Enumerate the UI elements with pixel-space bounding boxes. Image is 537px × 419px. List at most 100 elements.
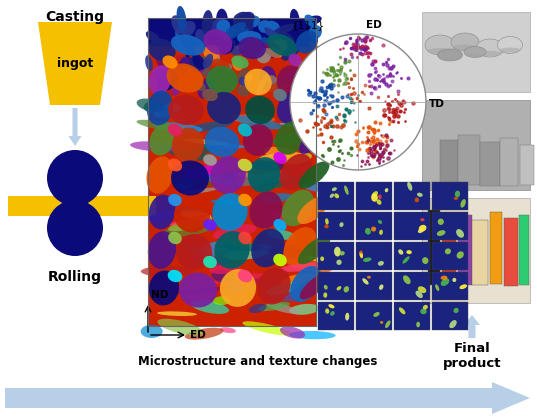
- Ellipse shape: [154, 103, 181, 118]
- Ellipse shape: [238, 232, 252, 244]
- Ellipse shape: [162, 144, 209, 160]
- Ellipse shape: [362, 278, 368, 285]
- Bar: [148, 18, 316, 46]
- Ellipse shape: [439, 57, 461, 60]
- Ellipse shape: [298, 61, 320, 72]
- Circle shape: [290, 34, 426, 170]
- Ellipse shape: [243, 28, 263, 48]
- Ellipse shape: [300, 273, 330, 299]
- Ellipse shape: [165, 206, 191, 214]
- Ellipse shape: [198, 78, 215, 99]
- Ellipse shape: [209, 265, 241, 274]
- Ellipse shape: [379, 285, 383, 290]
- Ellipse shape: [407, 250, 412, 254]
- Ellipse shape: [273, 254, 287, 266]
- Bar: [519, 215, 529, 285]
- Ellipse shape: [280, 154, 312, 190]
- FancyArrow shape: [69, 108, 82, 146]
- Ellipse shape: [416, 322, 420, 327]
- Bar: [8, 196, 156, 216]
- Ellipse shape: [258, 37, 270, 51]
- Ellipse shape: [258, 20, 272, 33]
- Bar: [356, 242, 392, 270]
- Ellipse shape: [255, 50, 269, 62]
- Ellipse shape: [207, 92, 241, 124]
- Ellipse shape: [210, 156, 246, 194]
- Ellipse shape: [244, 69, 272, 95]
- Ellipse shape: [402, 256, 410, 264]
- Ellipse shape: [203, 256, 217, 268]
- Ellipse shape: [291, 266, 322, 302]
- Ellipse shape: [418, 286, 426, 293]
- Ellipse shape: [302, 181, 328, 192]
- Ellipse shape: [417, 193, 423, 197]
- Ellipse shape: [141, 266, 193, 277]
- Ellipse shape: [272, 23, 295, 36]
- Ellipse shape: [267, 230, 295, 240]
- Bar: [148, 18, 316, 326]
- Ellipse shape: [359, 251, 363, 258]
- Ellipse shape: [202, 10, 213, 36]
- Ellipse shape: [304, 15, 316, 27]
- Bar: [148, 18, 316, 326]
- Ellipse shape: [130, 141, 182, 152]
- Bar: [432, 242, 468, 270]
- Ellipse shape: [177, 6, 186, 32]
- Ellipse shape: [266, 211, 297, 221]
- Ellipse shape: [277, 65, 303, 95]
- Ellipse shape: [365, 228, 371, 235]
- Bar: [356, 272, 392, 300]
- Bar: [422, 100, 530, 190]
- Bar: [318, 302, 354, 330]
- Ellipse shape: [337, 286, 342, 290]
- Text: ND: ND: [151, 290, 169, 300]
- Ellipse shape: [418, 228, 424, 233]
- Ellipse shape: [359, 251, 362, 253]
- Text: Final
product: Final product: [442, 342, 501, 370]
- Ellipse shape: [323, 292, 327, 298]
- Bar: [458, 215, 472, 285]
- Ellipse shape: [273, 21, 285, 40]
- Ellipse shape: [334, 247, 340, 256]
- Ellipse shape: [378, 194, 382, 199]
- Ellipse shape: [363, 257, 372, 262]
- Ellipse shape: [452, 278, 456, 282]
- Ellipse shape: [320, 256, 324, 261]
- Ellipse shape: [325, 218, 329, 225]
- Ellipse shape: [174, 197, 210, 233]
- Ellipse shape: [177, 57, 188, 76]
- Ellipse shape: [308, 25, 322, 39]
- Ellipse shape: [378, 261, 384, 266]
- Ellipse shape: [466, 54, 484, 57]
- Ellipse shape: [379, 230, 383, 235]
- Ellipse shape: [438, 49, 462, 61]
- Ellipse shape: [280, 262, 325, 272]
- Ellipse shape: [220, 269, 256, 307]
- Ellipse shape: [172, 65, 185, 76]
- Ellipse shape: [309, 41, 323, 54]
- Ellipse shape: [403, 275, 411, 284]
- Ellipse shape: [367, 276, 371, 279]
- Ellipse shape: [233, 12, 253, 29]
- Ellipse shape: [476, 39, 504, 57]
- FancyArrow shape: [464, 315, 480, 338]
- Ellipse shape: [243, 321, 291, 336]
- Ellipse shape: [453, 45, 477, 50]
- Ellipse shape: [245, 37, 261, 55]
- Ellipse shape: [257, 267, 291, 305]
- Ellipse shape: [203, 54, 213, 68]
- Ellipse shape: [220, 41, 234, 54]
- Ellipse shape: [237, 31, 262, 44]
- Ellipse shape: [213, 224, 257, 240]
- Ellipse shape: [226, 279, 245, 284]
- Ellipse shape: [203, 154, 217, 166]
- Ellipse shape: [281, 274, 316, 284]
- Ellipse shape: [187, 121, 233, 132]
- Ellipse shape: [167, 179, 213, 186]
- Bar: [422, 198, 530, 303]
- Ellipse shape: [147, 156, 173, 194]
- Ellipse shape: [438, 219, 444, 225]
- Ellipse shape: [232, 57, 243, 71]
- Ellipse shape: [332, 187, 337, 191]
- Bar: [480, 142, 500, 186]
